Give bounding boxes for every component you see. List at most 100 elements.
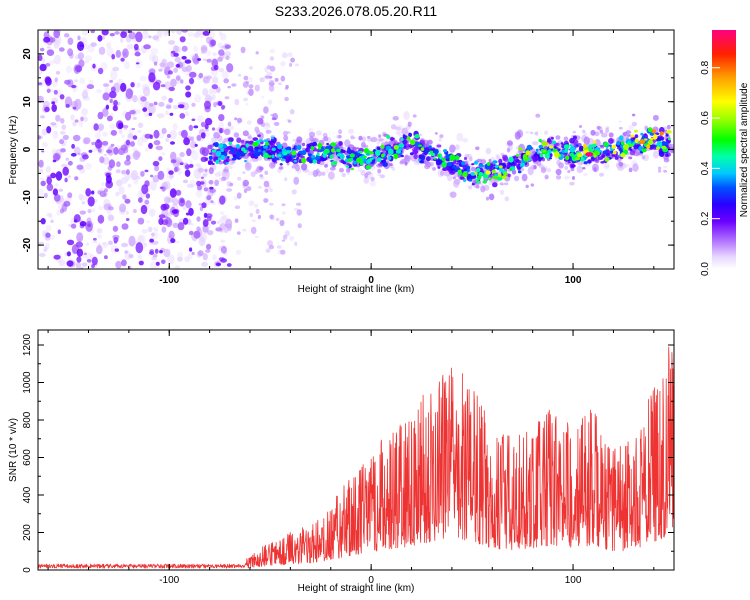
heatmap-cell	[264, 142, 270, 146]
heatmap-cell	[145, 193, 151, 199]
heatmap-cell	[45, 166, 51, 173]
heatmap-cell	[200, 181, 205, 185]
heatmap-cell	[310, 146, 315, 151]
heatmap-cell	[329, 154, 334, 159]
heatmap-cell	[153, 101, 158, 106]
heatmap-cell	[215, 150, 222, 157]
heatmap-cell	[370, 136, 378, 143]
heatmap-cell	[564, 175, 570, 180]
heatmap-cell	[263, 198, 269, 203]
heatmap-cell	[179, 36, 186, 43]
colorbar-label: Normalized spectral amplitude	[739, 82, 750, 217]
heatmap-cell	[103, 83, 110, 87]
heatmap-cell	[404, 155, 411, 162]
heatmap-cell	[49, 235, 56, 240]
heatmap-cell	[521, 173, 528, 182]
heatmap-cell	[395, 149, 401, 154]
heatmap-cell	[230, 147, 236, 154]
heatmap-cell	[618, 120, 622, 123]
heatmap-cell	[564, 148, 568, 153]
snr-panel: -100 0 100 0 200 400 600 800 1000 1200 Height of…	[8, 329, 675, 594]
heatmap-cell	[188, 77, 195, 85]
heatmap-cell	[547, 149, 552, 155]
heatmap-cell	[159, 62, 167, 68]
heatmap-cell	[115, 49, 122, 58]
heatmap-cell	[53, 254, 61, 260]
heatmap-cell	[449, 144, 456, 153]
heatmap-cell	[248, 84, 254, 89]
heatmap-cell	[168, 97, 173, 103]
heatmap-cell	[143, 86, 151, 97]
heatmap-cell	[554, 156, 560, 160]
heatmap-cell	[159, 250, 163, 254]
heatmap-cell	[402, 139, 408, 145]
heatmap-cell	[395, 130, 401, 135]
heatmap-cell	[88, 79, 94, 85]
chart-title: S233.2026.078.05.20.R11	[275, 3, 438, 19]
heatmap-cell	[94, 139, 103, 149]
heatmap-cell	[260, 115, 265, 120]
heatmap-cell	[55, 183, 59, 187]
heatmap-cell	[110, 143, 115, 147]
heatmap-cell	[235, 249, 241, 256]
heatmap-cell	[579, 146, 584, 151]
heatmap-cell	[140, 204, 148, 215]
heatmap-cell	[173, 67, 179, 73]
heatmap-cell	[659, 126, 665, 134]
heatmap-cell	[620, 141, 625, 145]
heatmap-cell	[83, 252, 87, 256]
heatmap-cell	[392, 116, 399, 121]
heatmap-cell	[127, 183, 132, 188]
y-tick-label: -20	[22, 237, 33, 252]
heatmap-cell	[235, 150, 241, 157]
heatmap-cell	[511, 169, 517, 175]
heatmap-cell	[148, 72, 156, 83]
heatmap-cell	[38, 252, 46, 257]
heatmap-cell	[152, 54, 159, 65]
heatmap-cell	[181, 129, 188, 139]
heatmap-cell	[634, 134, 639, 139]
heatmap-cell	[195, 189, 203, 198]
heatmap-cell	[76, 256, 82, 263]
heatmap-cell	[255, 208, 260, 214]
heatmap-cell	[113, 146, 119, 155]
heatmap-cell	[211, 127, 216, 131]
heatmap-cell	[227, 85, 231, 89]
heatmap-cell	[267, 240, 273, 247]
heatmap-cell	[293, 176, 300, 185]
heatmap-cell	[219, 127, 223, 134]
heatmap-cell	[237, 157, 241, 160]
heatmap-cell	[121, 223, 129, 230]
heatmap-cell	[587, 159, 592, 164]
heatmap-cell	[555, 135, 561, 140]
heatmap-cell	[596, 125, 601, 130]
heatmap-cell	[546, 138, 552, 143]
heatmap-cell	[185, 164, 190, 170]
heatmap-cell	[97, 234, 102, 239]
heatmap-cell	[181, 45, 188, 52]
heatmap-cell	[109, 79, 113, 83]
heatmap-cell	[427, 139, 433, 145]
heatmap-cell	[357, 167, 363, 172]
heatmap-cell	[265, 248, 271, 253]
heatmap-cell	[453, 178, 461, 185]
heatmap-cell	[333, 161, 338, 164]
heatmap-cell	[340, 149, 344, 151]
heatmap-cell	[122, 124, 129, 129]
heatmap-cell	[508, 156, 514, 163]
heatmap-cell	[476, 158, 483, 163]
heatmap-cell	[311, 154, 316, 159]
heatmap-cell	[514, 158, 520, 163]
heatmap-cell	[124, 198, 131, 204]
heatmap-cell	[629, 157, 633, 159]
heatmap-cell	[112, 225, 119, 232]
heatmap-cell	[38, 188, 44, 197]
heatmap-cell	[280, 61, 286, 67]
heatmap-cell	[468, 185, 473, 190]
heatmap-cell	[368, 148, 372, 151]
heatmap-cell	[171, 209, 178, 215]
heatmap-cell	[144, 169, 149, 173]
heatmap-cell	[91, 208, 96, 213]
heatmap-cell	[89, 254, 94, 258]
heatmap-cell	[243, 97, 249, 102]
